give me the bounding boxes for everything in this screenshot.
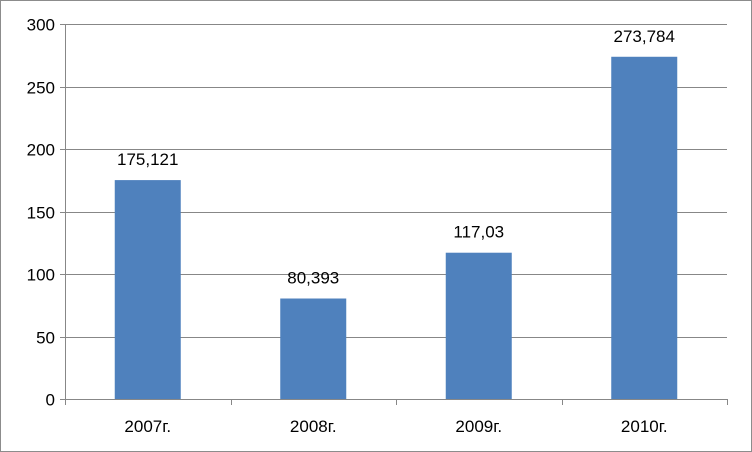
axes: [60, 24, 728, 405]
y-tick-label: 0: [46, 391, 55, 410]
bar: [114, 180, 181, 399]
y-tick-label: 100: [27, 266, 55, 285]
bars: [114, 56, 678, 400]
bar: [611, 56, 678, 400]
data-label: 273,784: [614, 27, 675, 46]
x-tick-label: 2009г.: [455, 417, 502, 436]
x-tick-label: 2010г.: [621, 417, 668, 436]
data-label: 117,03: [453, 223, 504, 242]
x-tick-label: 2007г.: [124, 417, 171, 436]
data-label: 175,121: [117, 150, 178, 169]
y-tick-label: 300: [27, 16, 55, 35]
y-tick-label: 50: [36, 329, 55, 348]
labels: 0 50 100 150 200 250 300 175,121 2007г. 80,393 200…: [27, 16, 675, 437]
bar: [445, 252, 512, 399]
y-tick-label: 150: [27, 204, 55, 223]
y-tick-label: 200: [27, 141, 55, 160]
data-label: 80,393: [287, 269, 339, 288]
y-tick-label: 250: [27, 79, 55, 98]
bar: [280, 298, 347, 399]
x-tick-label: 2008г.: [290, 417, 337, 436]
